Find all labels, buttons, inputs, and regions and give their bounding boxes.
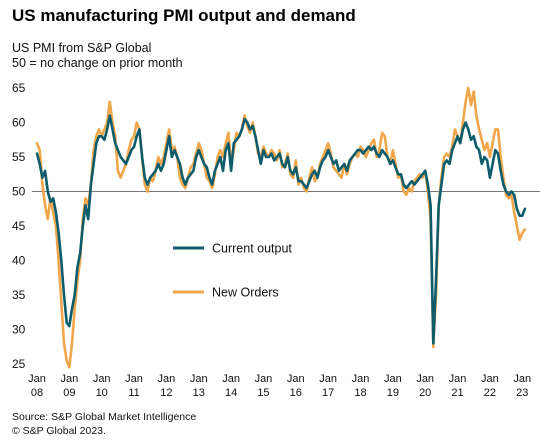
y-tick-label: 55 xyxy=(12,150,26,164)
x-tick-month-label: Jan xyxy=(352,373,370,385)
x-tick-month-label: Jan xyxy=(287,373,305,385)
chart-title: US manufacturing PMI output and demand xyxy=(12,6,356,25)
x-tick-year-label: 15 xyxy=(257,387,269,399)
chart-subtitle-note: 50 = no change on prior month xyxy=(12,56,183,70)
footer-source: Source: S&P Global Market Intelligence xyxy=(12,411,197,423)
y-tick-label: 40 xyxy=(12,254,26,268)
y-tick-label: 60 xyxy=(12,116,26,130)
y-tick-label: 25 xyxy=(12,357,26,371)
x-tick-year-label: 10 xyxy=(96,387,108,399)
x-tick-month-label: Jan xyxy=(28,373,46,385)
series-line-new-orders xyxy=(35,86,527,369)
x-tick-year-label: 16 xyxy=(290,387,302,399)
x-tick-year-label: 17 xyxy=(322,387,334,399)
y-tick-label: 50 xyxy=(12,185,26,199)
y-tick-label: 45 xyxy=(12,219,26,233)
x-tick-year-label: 09 xyxy=(63,387,75,399)
x-tick-year-label: 13 xyxy=(193,387,205,399)
x-tick-month-label: Jan xyxy=(384,373,402,385)
y-tick-label: 65 xyxy=(12,81,26,95)
y-tick-label: 35 xyxy=(12,288,26,302)
y-tick-label: 30 xyxy=(12,323,26,337)
x-tick-month-label: Jan xyxy=(190,373,208,385)
x-tick-month-label: Jan xyxy=(416,373,434,385)
x-tick-year-label: 22 xyxy=(484,387,496,399)
x-tick-month-label: Jan xyxy=(319,373,337,385)
x-tick-year-label: 21 xyxy=(451,387,463,399)
x-tick-year-label: 08 xyxy=(31,387,43,399)
x-tick-year-label: 20 xyxy=(419,387,431,399)
x-tick-month-label: Jan xyxy=(60,373,78,385)
x-tick-year-label: 11 xyxy=(128,387,139,399)
legend-label-new-orders: New Orders xyxy=(212,286,279,300)
x-tick-month-label: Jan xyxy=(93,373,111,385)
x-tick-year-label: 19 xyxy=(387,387,399,399)
chart-subtitle-source: US PMI from S&P Global xyxy=(12,41,152,55)
x-tick-year-label: 18 xyxy=(354,387,366,399)
x-tick-month-label: Jan xyxy=(255,373,273,385)
x-tick-year-label: 12 xyxy=(160,387,172,399)
footer-copyright: © S&P Global 2023. xyxy=(12,425,106,437)
x-tick-month-label: Jan xyxy=(125,373,143,385)
series-line-current-output xyxy=(35,114,527,345)
legend-label-current-output: Current output xyxy=(212,242,292,256)
x-tick-month-label: Jan xyxy=(222,373,240,385)
x-tick-year-label: 14 xyxy=(225,387,237,399)
x-tick-month-label: Jan xyxy=(513,373,531,385)
x-tick-month-label: Jan xyxy=(158,373,176,385)
x-tick-year-label: 23 xyxy=(516,387,528,399)
x-tick-month-label: Jan xyxy=(449,373,467,385)
x-tick-month-label: Jan xyxy=(481,373,499,385)
